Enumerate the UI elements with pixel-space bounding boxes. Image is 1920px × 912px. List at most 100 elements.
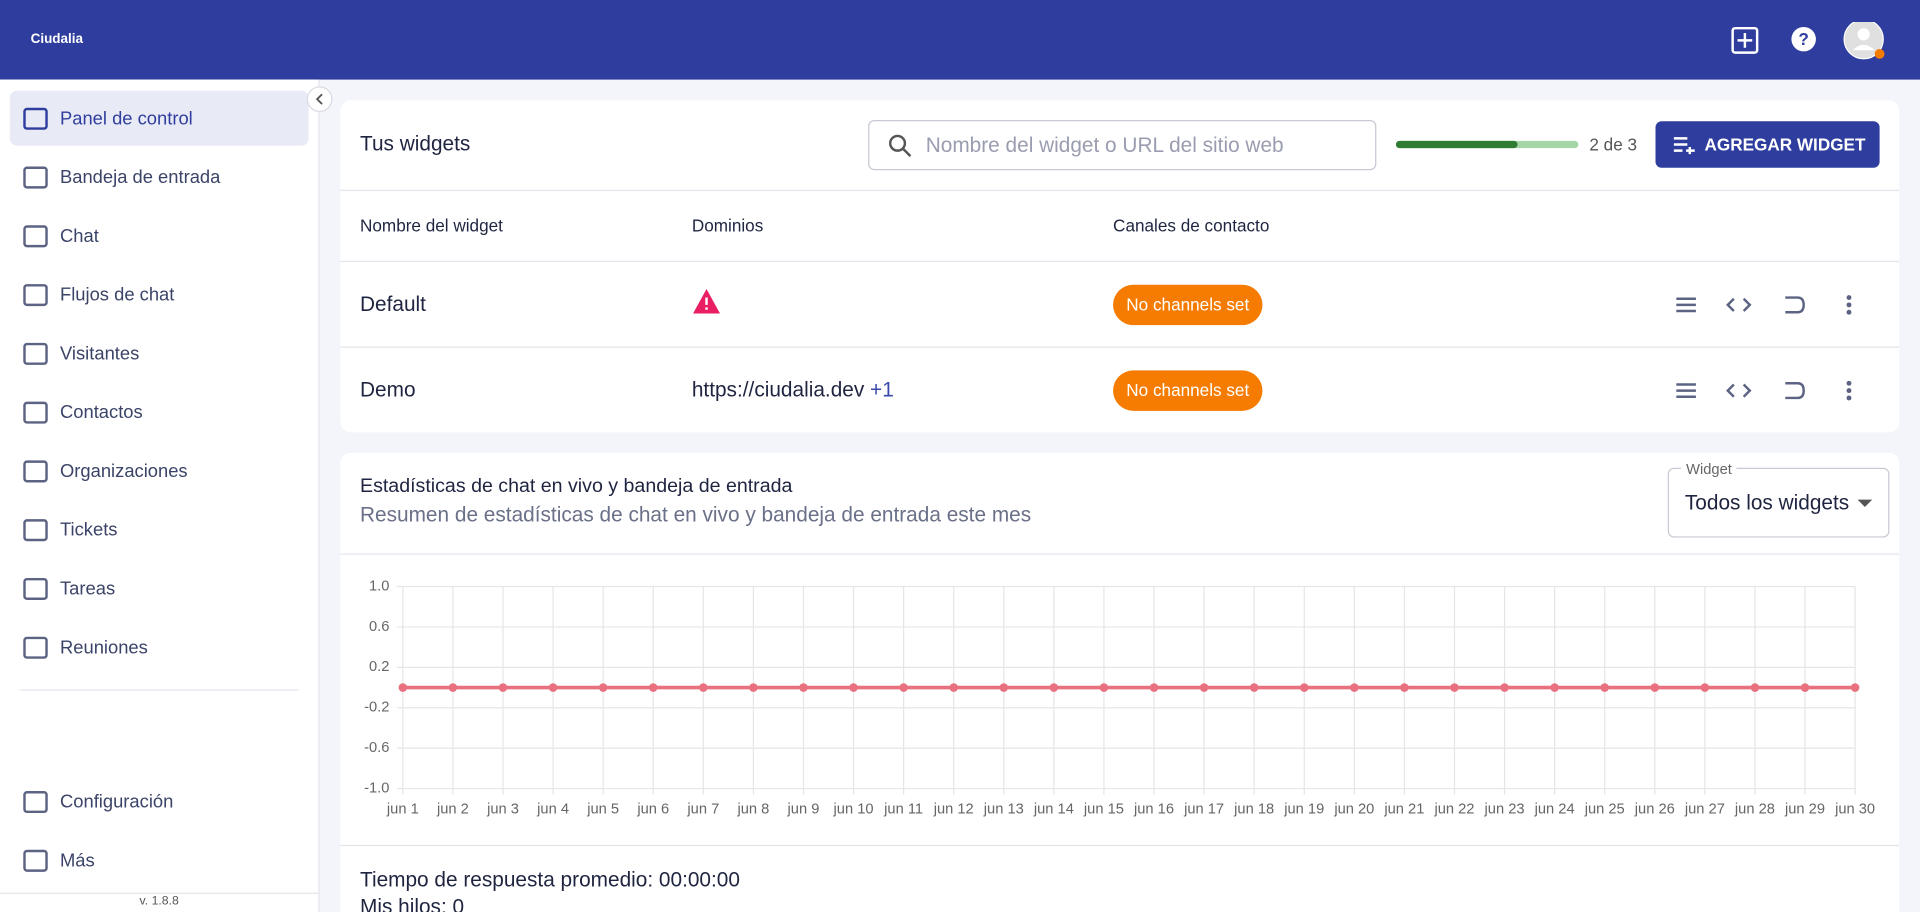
card-title: Estadísticas de chat en vivo y bandeja d… (360, 476, 793, 498)
divider (340, 346, 1900, 348)
channels-badge: No channels set (1113, 284, 1263, 326)
nav-icon (23, 849, 48, 872)
top-bar: Ciudalia ? (0, 0, 1920, 80)
nav-item[interactable]: Tickets (60, 519, 118, 541)
icon-shape (23, 166, 48, 189)
nav-item[interactable]: Contactos (60, 402, 143, 424)
icon-shape (23, 791, 48, 814)
usage-fill (1395, 140, 1518, 149)
warning-icon (693, 288, 721, 314)
flow-icon (1785, 382, 1805, 400)
icon-shape (23, 577, 48, 601)
icon-shape (23, 342, 48, 365)
nav-item[interactable]: Visitantes (60, 343, 140, 365)
select-value: Todos los widgets (1684, 491, 1850, 515)
icon-shape (23, 107, 48, 130)
more-icon (1846, 309, 1852, 315)
list-icon (1676, 383, 1696, 398)
icon-shape (23, 401, 48, 424)
channels-badge: No channels set (1113, 370, 1263, 411)
nav-item[interactable]: Más (60, 850, 95, 872)
icon-shape (23, 519, 48, 542)
card-title: Tus widgets (360, 132, 471, 156)
nav-icon (23, 107, 48, 130)
card-subtitle: Resumen de estadísticas de chat en vivo … (360, 503, 1032, 527)
search-box[interactable]: Nombre del widget o URL del sitio web (868, 120, 1377, 171)
sidebar: v. 1.8.8 Panel de control Bandeja de entr… (0, 79, 320, 912)
widget-name[interactable]: Demo (360, 378, 416, 402)
widget-name[interactable]: Default (360, 292, 426, 316)
divider (0, 892, 319, 894)
domain-extra[interactable]: +1 (870, 378, 894, 402)
svg-text:?: ? (1798, 29, 1808, 49)
divider (340, 260, 1900, 263)
icon-shape (23, 225, 48, 248)
nav-item[interactable]: Flujos de chat (60, 284, 175, 306)
code-icon (1726, 383, 1752, 398)
usage-label: 2 de 3 (1589, 134, 1638, 155)
search-placeholder: Nombre del widget o URL del sitio web (925, 133, 1284, 157)
divider (340, 189, 1900, 192)
more-icon (1846, 302, 1852, 308)
nav-icon (23, 166, 48, 189)
metric: Tiempo de respuesta promedio: 00:00:00 (360, 868, 740, 892)
search-icon (888, 134, 912, 157)
top-icons: ? (1731, 22, 1885, 60)
column-header: Canales de contacto (1113, 215, 1270, 236)
nav-item[interactable]: Configuración (60, 791, 174, 813)
icon-shape (23, 460, 48, 483)
widgets-card: Tus widgets Nombre del widget o URL del … (340, 100, 1900, 433)
flow-icon (1785, 296, 1805, 314)
add-icon[interactable] (1731, 26, 1759, 54)
more-icon (1846, 380, 1852, 386)
nav-item[interactable]: Tareas (60, 578, 116, 600)
select-label: Widget (1681, 460, 1737, 478)
logo[interactable]: Ciudalia (30, 31, 84, 47)
collapse-button[interactable] (306, 86, 335, 115)
usage-bar (1395, 140, 1579, 149)
nav-icon (23, 791, 48, 814)
nav-item[interactable]: Panel de control (60, 108, 193, 130)
action-icons (1676, 380, 1852, 401)
nav-item[interactable]: Reuniones (60, 637, 148, 659)
icon-shape (23, 849, 48, 872)
widget-select[interactable]: Widget Todos los widgets (1667, 460, 1890, 538)
nav-item[interactable]: Bandeja de entrada (60, 167, 221, 188)
dropdown-arrow (1857, 499, 1873, 507)
nav-item[interactable]: Chat (60, 225, 99, 247)
divider (19, 689, 299, 691)
row-actions (1676, 295, 1852, 401)
active-nav-bg (9, 90, 309, 146)
metric: Mis hilos: 0 (360, 895, 465, 912)
nav-icon (23, 284, 48, 307)
action-icons (1676, 295, 1852, 315)
add-widget-button[interactable]: AGREGAR WIDGET (1655, 121, 1880, 168)
nav-icon (23, 519, 48, 542)
code-icon (1726, 297, 1752, 312)
domain-url: https://ciudalia.dev (691, 378, 865, 402)
more-icon (1846, 295, 1852, 301)
nav-icon (23, 577, 48, 601)
add-icon (1673, 137, 1695, 155)
column-header: Nombre del widget (360, 215, 503, 236)
nav-item[interactable]: Organizaciones (60, 461, 188, 482)
stats-card: Estadísticas de chat en vivo y bandeja d… (340, 453, 1900, 912)
nav-icon (23, 401, 48, 424)
nav-icon (23, 225, 48, 248)
nav-icon (23, 460, 48, 483)
more-icon (1846, 395, 1852, 401)
more-icon (1846, 388, 1852, 394)
help-icon[interactable]: ? (1791, 26, 1816, 52)
divider (340, 553, 1900, 555)
list-icon (1676, 297, 1696, 313)
icon-shape (23, 636, 48, 659)
nav-icon (23, 636, 48, 659)
avatar[interactable] (1843, 22, 1885, 60)
domain: https://ciudalia.dev +1 (692, 378, 894, 402)
version: v. 1.8.8 (139, 894, 179, 908)
nav-icon (23, 342, 48, 365)
icon-shape (23, 284, 48, 307)
column-header: Dominios (691, 215, 764, 236)
